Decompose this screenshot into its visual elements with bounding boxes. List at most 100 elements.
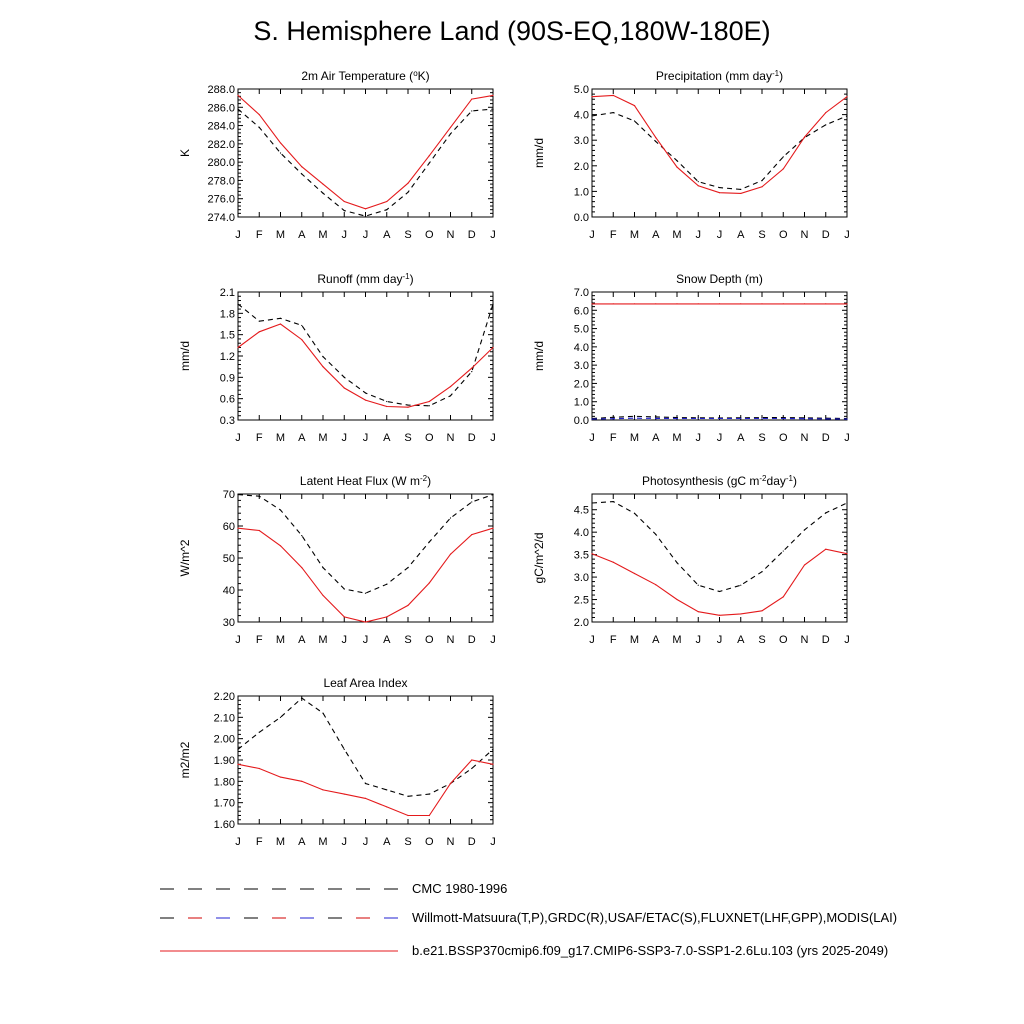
y-axis-label: K bbox=[178, 149, 192, 157]
data-point bbox=[322, 789, 324, 791]
data-point bbox=[449, 553, 452, 555]
y-tick-label: 2.0 bbox=[574, 617, 589, 629]
data-point bbox=[676, 598, 678, 601]
y-tick-label: 1.0 bbox=[574, 397, 589, 409]
x-tick-label: A bbox=[652, 634, 660, 646]
x-tick-label: M bbox=[276, 432, 285, 444]
panel-title: Photosynthesis (gC m-2day-1) bbox=[642, 474, 797, 489]
data-point bbox=[471, 534, 473, 536]
x-tick-label: M bbox=[318, 836, 327, 848]
data-point bbox=[676, 417, 678, 419]
data-point bbox=[407, 182, 409, 184]
data-point bbox=[322, 192, 324, 194]
data-point bbox=[846, 418, 848, 420]
x-tick-label: A bbox=[383, 229, 391, 241]
y-tick-label: 2.5 bbox=[574, 595, 589, 607]
data-point bbox=[364, 208, 367, 210]
data-point bbox=[492, 94, 494, 96]
y-tick-label: 3.5 bbox=[574, 550, 589, 562]
data-point bbox=[591, 502, 593, 504]
panel-title: 2m Air Temperature (oK) bbox=[301, 69, 429, 84]
data-point bbox=[237, 346, 239, 349]
data-point bbox=[633, 512, 636, 514]
data-point bbox=[279, 152, 282, 154]
chart-panel-7: J F M A M J J A S O N D J1.601.701.801.902.002.102.2… bbox=[178, 676, 496, 848]
data-point bbox=[803, 303, 806, 305]
data-point bbox=[407, 814, 409, 817]
x-tick-label: O bbox=[425, 836, 434, 848]
data-point bbox=[740, 417, 742, 420]
plot-frame bbox=[591, 291, 848, 421]
x-tick-label: O bbox=[779, 634, 788, 646]
data-point bbox=[343, 200, 345, 203]
data-point bbox=[612, 501, 614, 503]
x-tick-label: N bbox=[801, 229, 809, 241]
data-point bbox=[428, 405, 430, 407]
x-tick-label: J bbox=[235, 229, 241, 241]
data-point bbox=[718, 303, 721, 305]
y-tick-label: 1.5 bbox=[220, 330, 235, 342]
data-point bbox=[846, 553, 848, 555]
data-point bbox=[761, 180, 763, 182]
panel-title: Snow Depth (m) bbox=[676, 272, 763, 286]
y-tick-label: 284.0 bbox=[207, 121, 235, 133]
x-tick-label: J bbox=[490, 836, 496, 848]
x-tick-label: M bbox=[318, 432, 327, 444]
page-title: S. Hemisphere Land (90S-EQ,180W-180E) bbox=[253, 16, 771, 46]
data-point bbox=[258, 731, 260, 733]
x-tick-label: J bbox=[363, 432, 369, 444]
x-tick-label: M bbox=[630, 229, 639, 241]
data-point bbox=[449, 385, 452, 388]
x-tick-label: F bbox=[256, 432, 263, 444]
data-point bbox=[237, 303, 239, 305]
x-tick-label: A bbox=[383, 432, 391, 444]
data-point bbox=[676, 166, 678, 168]
x-tick-label: A bbox=[652, 229, 660, 241]
y-tick-label: 278.0 bbox=[207, 175, 235, 187]
y-axis-label: gC/m^2/d bbox=[532, 533, 546, 584]
x-tick-label: A bbox=[383, 634, 391, 646]
data-point bbox=[386, 400, 388, 403]
y-tick-label: 0.9 bbox=[220, 372, 235, 384]
data-point bbox=[258, 320, 260, 322]
plot-frame bbox=[591, 493, 848, 623]
data-point bbox=[386, 789, 388, 791]
data-point bbox=[591, 115, 593, 117]
data-point bbox=[782, 417, 784, 420]
y-tick-label: 2.1 bbox=[220, 287, 235, 299]
data-point bbox=[803, 529, 806, 531]
chart-panel-4: J F M A M J J A S O N D J0.01.02.03.04.05.06.07.0mm/… bbox=[532, 272, 850, 444]
data-point bbox=[343, 748, 345, 750]
data-point bbox=[343, 210, 345, 212]
data-point bbox=[258, 529, 260, 532]
plot-frame bbox=[237, 493, 494, 623]
data-point bbox=[655, 584, 657, 586]
x-tick-label: J bbox=[696, 634, 702, 646]
data-point bbox=[718, 417, 721, 420]
data-point bbox=[428, 162, 430, 164]
x-tick-label: A bbox=[737, 634, 745, 646]
data-point bbox=[612, 303, 614, 305]
x-tick-label: J bbox=[589, 634, 595, 646]
panel-title: Precipitation (mm day-1) bbox=[656, 69, 783, 84]
x-tick-label: J bbox=[589, 229, 595, 241]
chart-panel-3: J F M A M J J A S O N D J0.30.60.91.21.51.82.1mm/dRu… bbox=[178, 272, 496, 445]
series-line-2 bbox=[237, 323, 494, 408]
chart-panel-6: J F M A M J J A S O N D J2.02.53.03.54.04.5gC/m^2/dP… bbox=[532, 474, 850, 647]
y-tick-label: 1.0 bbox=[574, 186, 589, 198]
series-line-1 bbox=[237, 108, 494, 217]
x-tick-label: D bbox=[468, 836, 476, 848]
data-point bbox=[343, 588, 345, 590]
data-point bbox=[825, 124, 827, 126]
data-point bbox=[449, 395, 452, 397]
data-point bbox=[782, 303, 784, 305]
data-point bbox=[676, 303, 678, 305]
data-point bbox=[697, 185, 699, 187]
x-tick-label: J bbox=[342, 836, 348, 848]
data-point bbox=[825, 111, 827, 114]
data-point bbox=[697, 181, 699, 183]
data-point bbox=[364, 392, 367, 394]
series-line-1 bbox=[237, 697, 494, 797]
data-point bbox=[237, 527, 239, 529]
panel-title: Latent Heat Flux (W m-2) bbox=[300, 474, 431, 489]
